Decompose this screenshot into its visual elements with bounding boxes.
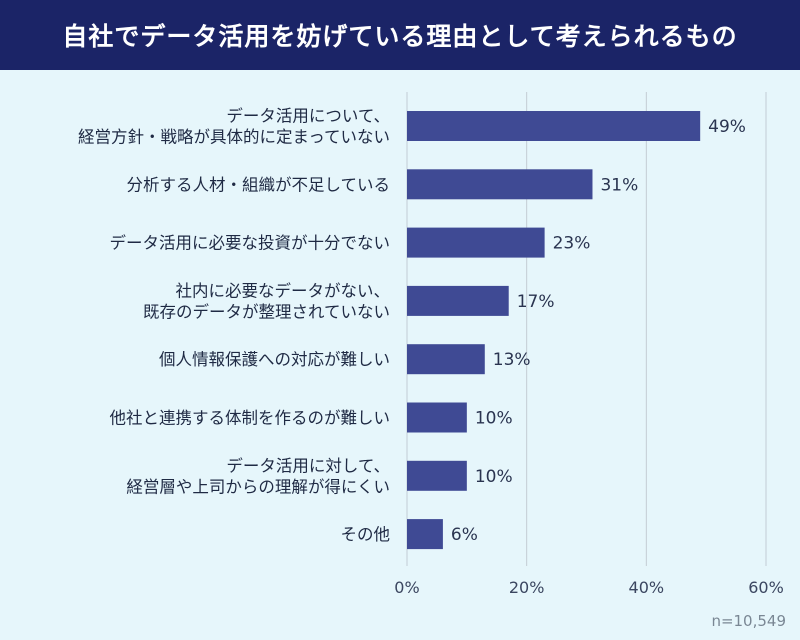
bar (407, 227, 545, 258)
bar (407, 344, 485, 375)
value-label: 17% (517, 292, 555, 312)
bar (407, 402, 467, 433)
category-label: 分析する人材・組織が不足している (126, 175, 390, 194)
value-label: 10% (475, 467, 513, 487)
x-tick-label: 60% (748, 578, 784, 597)
category-label: データ活用に対して、 (226, 455, 390, 475)
bar (407, 169, 593, 200)
category-label: 他社と連携する体制を作るのが難しい (110, 409, 391, 428)
bar (407, 460, 467, 491)
value-label: 10% (475, 409, 513, 429)
category-label: 社内に必要なデータがない、 (176, 280, 391, 300)
category-label: その他 (341, 525, 391, 544)
category-label: 個人情報保護への対応が難しい (159, 350, 390, 369)
category-label: データ活用に必要な投資が十分でない (110, 233, 391, 253)
value-label: 23% (553, 234, 591, 254)
bar (407, 519, 443, 550)
title-band: 自社でデータ活用を妨げている理由として考えられるもの (0, 0, 800, 70)
category-label: データ活用について、 (226, 106, 390, 126)
value-label: 49% (708, 117, 746, 137)
bar (407, 111, 701, 141)
category-label: 既存のデータが整理されていない (143, 301, 390, 321)
x-tick-label: 40% (629, 578, 665, 597)
sample-size-note: n=10,549 (711, 612, 786, 630)
category-label: 経営方針・戦略が具体的に定まっていない (78, 128, 390, 147)
value-label: 31% (600, 175, 638, 195)
value-label: 6% (451, 525, 478, 545)
value-label: 13% (493, 350, 531, 370)
x-tick-label: 0% (394, 578, 419, 597)
chart-title: 自社でデータ活用を妨げている理由として考えられるもの (62, 22, 738, 51)
bar (407, 285, 509, 316)
x-tick-label: 20% (509, 578, 545, 597)
category-label: 経営層や上司からの理解が得にくい (126, 477, 390, 496)
